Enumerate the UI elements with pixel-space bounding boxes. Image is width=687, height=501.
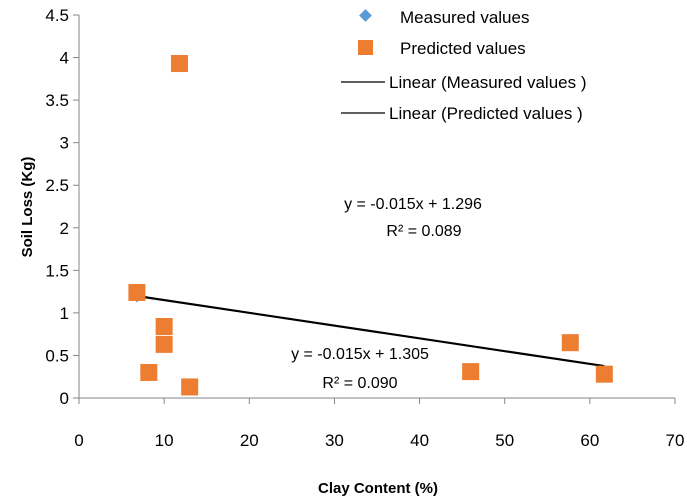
x-tick-label: 20 xyxy=(240,431,259,450)
y-axis-title: Soil Loss (Kg) xyxy=(19,157,36,258)
legend-diamond-marker xyxy=(359,9,372,22)
predicted-point xyxy=(155,335,173,353)
predicted-point xyxy=(170,55,188,73)
legend-label-predicted: Predicted values xyxy=(400,39,526,58)
x-tick-label: 30 xyxy=(325,431,344,450)
trendline-measured xyxy=(136,294,605,367)
legend-item-predicted: Predicted values xyxy=(358,39,526,58)
legend-square-marker xyxy=(358,40,373,55)
x-tick-label: 60 xyxy=(580,431,599,450)
predicted-point xyxy=(140,363,158,381)
legend-label-linear-measured: Linear (Measured values ) xyxy=(389,73,586,92)
y-tick-label: 2.5 xyxy=(45,176,69,195)
predicted-point xyxy=(181,378,199,396)
x-tick-label: 40 xyxy=(410,431,429,450)
predicted-point xyxy=(155,318,173,336)
y-tick-label: 2 xyxy=(60,219,69,238)
y-tick-label: 0.5 xyxy=(45,346,69,365)
equation-measured: y = -0.015x + 1.305 R² = 0.090 xyxy=(291,346,429,392)
y-tick-label: 4 xyxy=(60,49,69,68)
legend-item-linear-predicted: Linear (Predicted values ) xyxy=(341,104,583,123)
equation-predicted-label: y = -0.015x + 1.296 xyxy=(344,196,482,213)
predicted-point xyxy=(462,363,480,381)
y-tick-label: 3 xyxy=(60,134,69,153)
y-tick-label: 1.5 xyxy=(45,261,69,280)
legend-item-measured: Measured values xyxy=(359,8,529,27)
y-tick-label: 0 xyxy=(60,389,69,408)
trendlines xyxy=(136,294,605,368)
predicted-point xyxy=(595,365,613,383)
axes: 0 0.5 1 1.5 2 2.5 3 3.5 4 4.5 0 10 20 30 40 50 60 70 xyxy=(45,6,684,450)
predicted-point xyxy=(128,283,146,301)
x-tick-label: 50 xyxy=(495,431,514,450)
y-tick-label: 3.5 xyxy=(45,91,69,110)
r2-predicted-label: R² = 0.089 xyxy=(386,223,461,240)
x-tick-label: 70 xyxy=(666,431,685,450)
y-tick-label: 1 xyxy=(60,304,69,323)
equation-measured-label: y = -0.015x + 1.305 xyxy=(291,346,429,363)
r2-measured-label: R² = 0.090 xyxy=(322,375,397,392)
equation-predicted: y = -0.015x + 1.296 R² = 0.089 xyxy=(344,196,482,240)
legend-label-measured: Measured values xyxy=(400,8,529,27)
legend: Measured values Predicted values Linear … xyxy=(341,8,586,123)
legend-label-linear-predicted: Linear (Predicted values ) xyxy=(389,104,583,123)
y-tick-label: 4.5 xyxy=(45,6,69,25)
trendline-predicted xyxy=(136,295,605,368)
data-points xyxy=(128,55,613,396)
predicted-point xyxy=(561,334,579,352)
x-tick-label: 0 xyxy=(74,431,83,450)
x-axis-title: Clay Content (%) xyxy=(318,480,438,497)
legend-item-linear-measured: Linear (Measured values ) xyxy=(341,73,586,92)
x-tick-label: 10 xyxy=(155,431,174,450)
